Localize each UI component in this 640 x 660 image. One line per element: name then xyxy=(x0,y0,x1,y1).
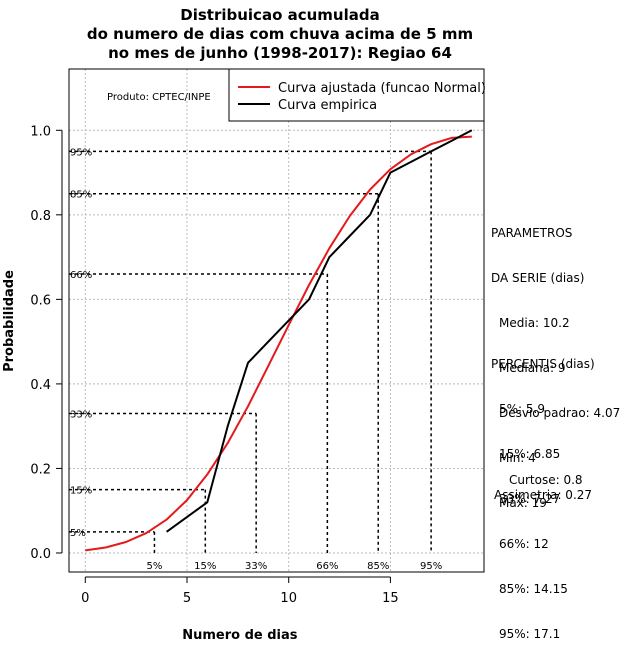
series-line-1 xyxy=(166,129,473,533)
percentile-x-label-5: 95% xyxy=(420,561,442,572)
percentil-66: 66%: 12 xyxy=(499,537,549,551)
y-tick-label-3: 0.6 xyxy=(30,293,51,308)
chart-title-line-1: Distribuicao acumulada xyxy=(180,6,380,24)
plot-frame xyxy=(68,68,485,573)
percentile-y-label-2: 33% xyxy=(70,409,92,420)
x-axis-label: Numero de dias xyxy=(182,628,298,643)
parametros-panel: PARAMETROS DA SERIE (dias) Media: 10.2 M… xyxy=(491,196,620,526)
assimetria-label: Assimetria: 0.27 xyxy=(494,488,593,502)
percentis-panel: PERCENTIS (dias) 5%: 5.9 15%: 6.85 33%: … xyxy=(491,327,595,657)
percentil-85: 85%: 14.15 xyxy=(499,582,568,596)
percentile-x-label-0: 5% xyxy=(147,561,163,572)
curtose-label: Curtose: 0.8 xyxy=(509,473,583,487)
parametros-title-2: DA SERIE (dias) xyxy=(491,271,585,285)
param-max: Max: 19 xyxy=(499,496,547,510)
param-mediana: Mediana: 9 xyxy=(499,361,566,375)
percentile-y-label-4: 85% xyxy=(70,190,92,201)
product-label: Produto: CPTEC/INPE xyxy=(107,92,211,103)
percentile-x-label-4: 85% xyxy=(367,561,389,572)
x-tick-label-1: 5 xyxy=(183,591,191,606)
x-tick-label-0: 0 xyxy=(81,591,89,606)
legend-label-0: Curva ajustada (funcao Normal) xyxy=(278,81,486,96)
series-line-0 xyxy=(85,135,472,552)
percentil-5: 5%: 5.9 xyxy=(499,402,545,416)
percentil-15: 15%: 6.85 xyxy=(499,447,561,461)
percentile-x-label-3: 66% xyxy=(316,561,338,572)
x-tick-label-2: 10 xyxy=(280,591,297,606)
x-tick-label-3: 15 xyxy=(382,591,399,606)
chart-title-line-2: do numero de dias com chuva acima de 5 m… xyxy=(86,25,474,43)
param-desvio: Desvio padrao: 4.07 xyxy=(499,406,621,420)
percentile-y-label-1: 15% xyxy=(70,486,92,497)
param-media: Media: 10.2 xyxy=(499,316,570,330)
legend-box xyxy=(228,68,485,122)
percentil-33: 33%: 7.27 xyxy=(499,492,561,506)
parametros-title-1: PARAMETROS xyxy=(491,226,573,240)
percentile-y-label-3: 66% xyxy=(70,270,92,281)
y-tick-label-5: 1.0 xyxy=(30,124,51,139)
legend-label-1: Curva empirica xyxy=(278,98,377,113)
percentis-title: PERCENTIS (dias) xyxy=(491,357,595,371)
y-tick-label-2: 0.4 xyxy=(30,378,51,393)
percentile-y-label-5: 95% xyxy=(70,147,92,158)
percentile-y-label-0: 5% xyxy=(70,528,86,539)
y-tick-label-0: 0.0 xyxy=(30,547,51,562)
chart-title-line-3: no mes de junho (1998-2017): Regiao 64 xyxy=(108,44,452,62)
percentil-95: 95%: 17.1 xyxy=(499,627,561,641)
y-tick-label-4: 0.8 xyxy=(30,209,51,224)
y-tick-label-1: 0.2 xyxy=(30,462,51,477)
percentile-x-label-2: 33% xyxy=(245,561,267,572)
y-axis-label: Probabilidade xyxy=(2,270,17,372)
param-min: Min: 4 xyxy=(499,451,536,465)
percentile-x-label-1: 15% xyxy=(194,561,216,572)
